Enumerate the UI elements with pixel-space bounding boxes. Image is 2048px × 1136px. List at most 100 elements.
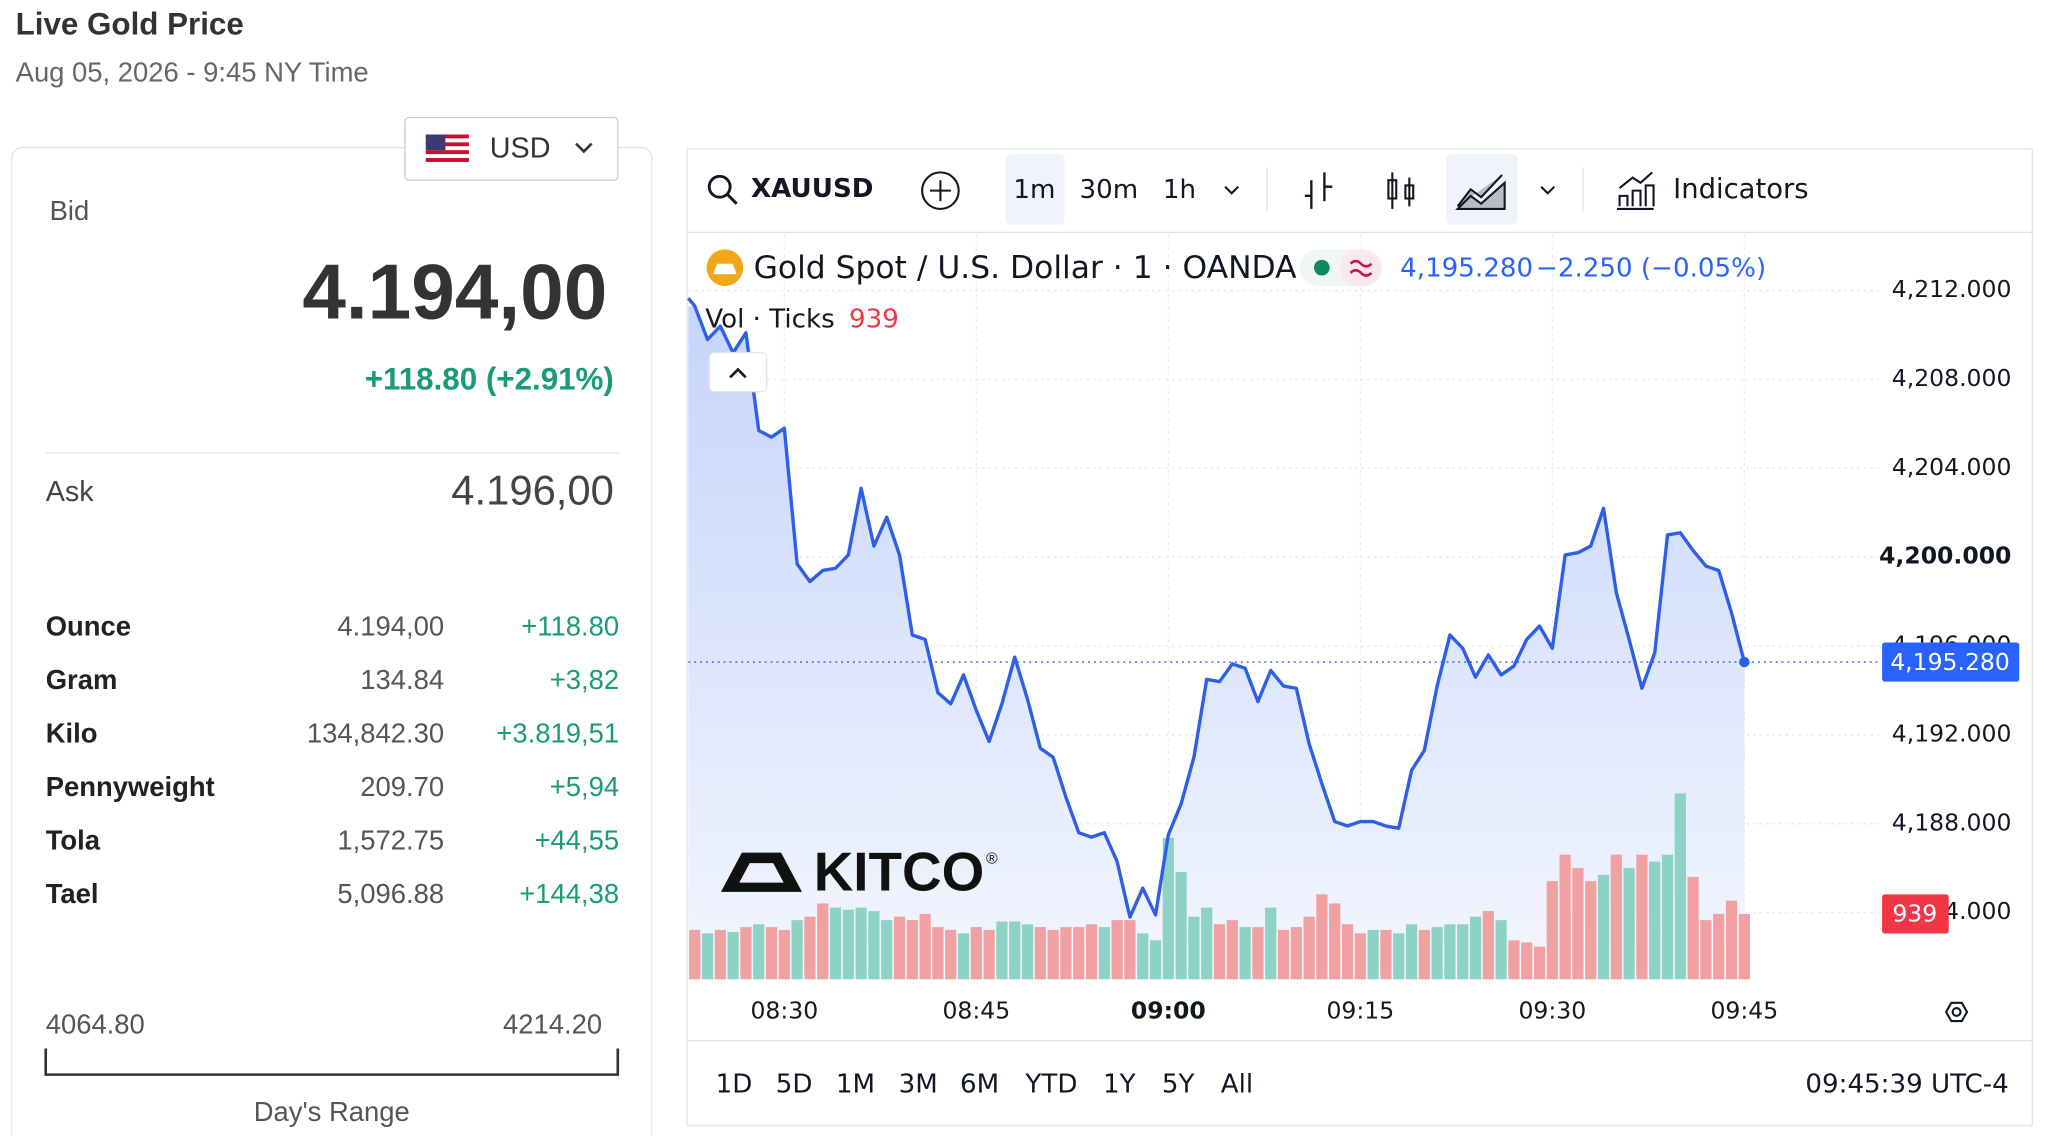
volume-bar <box>1521 942 1533 980</box>
period[interactable]: 5D <box>776 1070 813 1100</box>
period[interactable]: YTD <box>1024 1070 1077 1100</box>
chevron[interactable] <box>1540 185 1556 195</box>
volume-bar <box>1405 924 1418 980</box>
chevron[interactable] <box>1224 185 1239 195</box>
volume-bar <box>945 929 957 980</box>
collapse-button[interactable] <box>708 351 768 393</box>
volume-bar <box>1034 927 1046 980</box>
volume-bar <box>1175 872 1187 980</box>
logo-mark: ® <box>986 850 998 867</box>
y-tick-label: 4,212.000 <box>1892 275 2012 303</box>
delay-icon <box>1349 259 1373 277</box>
volume-bar <box>1303 916 1315 980</box>
volume-bar <box>893 916 906 980</box>
x-tick-label: 09:15 <box>1326 996 1394 1024</box>
volume-bar <box>1444 924 1456 980</box>
volume-bar <box>740 927 752 980</box>
unit-name: Gram <box>46 664 118 695</box>
volume-bar <box>1201 907 1213 980</box>
price-line <box>687 297 1746 919</box>
period[interactable]: 1M <box>836 1070 875 1100</box>
bars-icon[interactable] <box>1304 172 1333 209</box>
volume-bar <box>1137 933 1149 980</box>
volume-bar <box>1252 927 1264 980</box>
volume-bar <box>1162 837 1174 980</box>
volume-value: 939 <box>849 304 899 334</box>
add-symbol[interactable] <box>921 171 960 210</box>
volume-bar <box>1290 927 1302 980</box>
volume-bar <box>791 920 803 980</box>
volume-bar <box>868 911 880 980</box>
volume-bar <box>1533 946 1546 980</box>
volume-bar <box>1021 924 1034 980</box>
volume-bar <box>804 916 816 980</box>
volume-bar <box>1636 854 1648 980</box>
volume-bar <box>1559 854 1571 980</box>
y-tick-label: 4,192.000 <box>1892 719 2012 747</box>
volume-bar <box>970 927 982 980</box>
bid-label: Bid <box>50 195 90 226</box>
period[interactable]: 1D <box>716 1070 753 1100</box>
volume-bar <box>1341 924 1354 980</box>
volume-bar <box>957 933 970 980</box>
volume-bar <box>932 927 944 980</box>
x-tick-label: 08:30 <box>750 996 818 1024</box>
volume-bar <box>1380 929 1392 980</box>
volume-bar <box>701 933 714 980</box>
unit-price: 209.70 <box>360 771 444 802</box>
period[interactable]: All <box>1221 1070 1253 1100</box>
unit-change: +5,94 <box>550 771 619 802</box>
volume-bar <box>1623 867 1635 980</box>
volume-bar <box>1060 927 1072 980</box>
indicators[interactable]: Indicators <box>1673 174 1808 205</box>
volume-bar <box>1393 933 1405 980</box>
unit-name: Tael <box>46 878 99 909</box>
currency-label[interactable]: USD <box>490 133 551 165</box>
volume-bar <box>1226 920 1238 980</box>
volume-bar <box>1495 920 1507 980</box>
interval[interactable]: 1m <box>1013 175 1055 205</box>
logo-icon <box>720 852 802 892</box>
volume-bar <box>906 920 918 980</box>
settings-icon[interactable] <box>1944 1001 1969 1023</box>
y-tick-label: 4,208.000 <box>1892 364 2012 392</box>
volume-bar <box>919 913 931 980</box>
period[interactable]: 6M <box>960 1070 999 1100</box>
unit-price: 4.194,00 <box>337 610 444 641</box>
us-flag <box>425 134 469 164</box>
range-low: 4064.80 <box>46 1009 145 1040</box>
volume-bar <box>1700 920 1712 980</box>
period[interactable]: 3M <box>899 1070 938 1100</box>
volume-bar <box>1316 894 1328 980</box>
chart-type-active[interactable] <box>1445 154 1518 225</box>
interval[interactable]: 1h <box>1163 175 1196 205</box>
volume-bar <box>1239 927 1251 980</box>
interval[interactable]: 30m <box>1080 175 1139 205</box>
volume-bar <box>1124 920 1136 980</box>
indicators-icon[interactable] <box>1616 171 1655 210</box>
symbol[interactable]: XAUUSD <box>751 174 873 204</box>
quote-panel <box>11 146 653 1136</box>
periods: 1D 5D 1M 3M 6M YTD 1Y 5Y All <box>716 1070 1253 1100</box>
volume-bar <box>842 909 854 980</box>
period[interactable]: 5Y <box>1162 1070 1195 1100</box>
status-pill-half <box>1340 249 1382 286</box>
search-icon[interactable] <box>707 174 738 205</box>
volume-bar <box>753 924 765 980</box>
volume-bar <box>983 929 995 980</box>
unit-table: Ounce 4.194,00 +118.80 Gram 134.84 +3,82 Kilo 1… <box>46 610 619 909</box>
volume-bar <box>1329 903 1341 980</box>
volume-bar <box>829 907 842 980</box>
unit-name: Tola <box>46 824 101 855</box>
candles-icon[interactable] <box>1387 172 1415 209</box>
volume-bar <box>1149 940 1162 980</box>
period[interactable]: 1Y <box>1103 1070 1136 1100</box>
unit-price: 5,096.88 <box>337 878 444 909</box>
x-tick-label: 08:45 <box>942 996 1010 1024</box>
page-title: Live Gold Price <box>16 6 244 41</box>
volume-bar <box>1431 927 1443 980</box>
unit-price: 134.84 <box>360 664 444 695</box>
currency-select[interactable] <box>404 116 619 181</box>
range-label: Day's Range <box>254 1096 410 1127</box>
